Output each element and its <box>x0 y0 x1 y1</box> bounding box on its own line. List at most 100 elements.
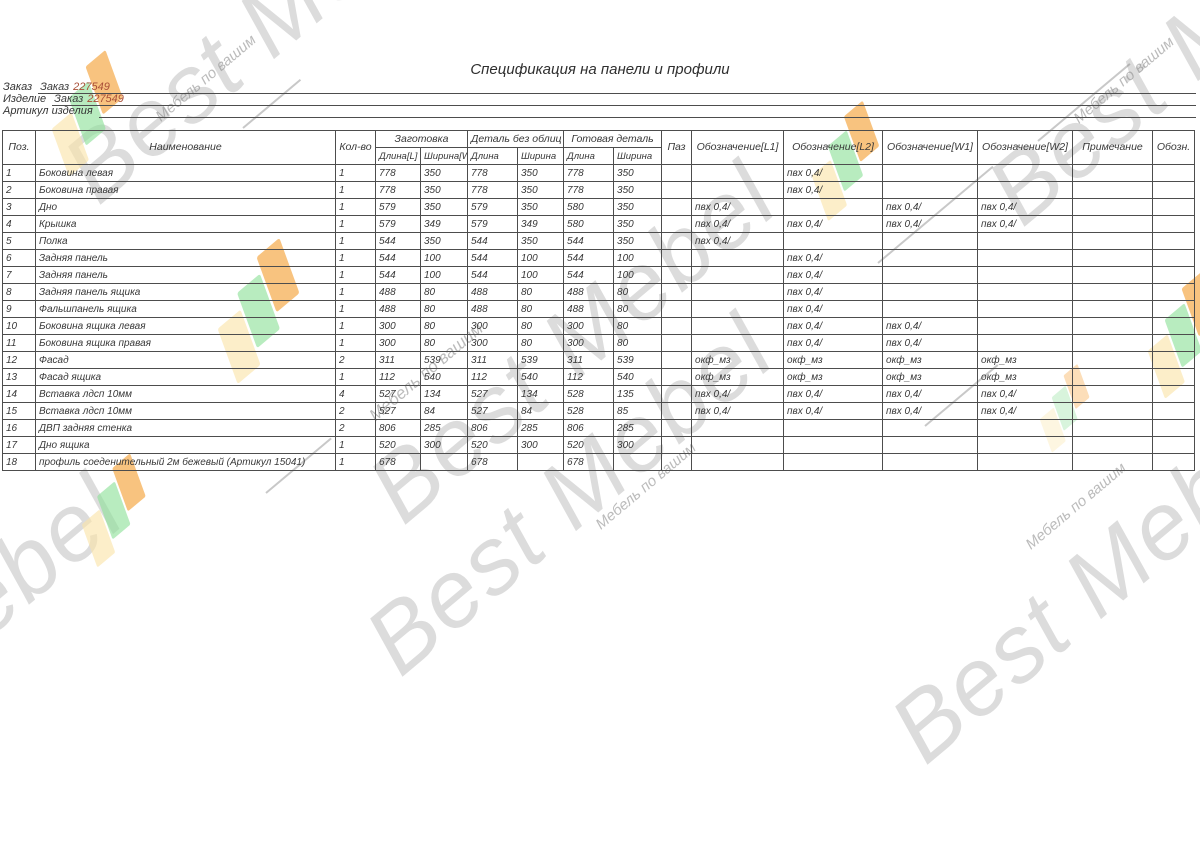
cell-l2 <box>783 436 884 454</box>
cell-paz <box>661 402 693 420</box>
header-detal: Деталь без облиц <box>466 130 565 148</box>
cell-l2: пвх 0,4/ <box>783 164 884 182</box>
header-dlina-l: Длина[L] <box>375 147 421 165</box>
cell-qty: 1 <box>335 249 376 267</box>
header-shirina: Ширина <box>516 147 565 165</box>
cell-w1: пвх 0,4/ <box>882 317 979 335</box>
cell-got-w <box>613 453 663 471</box>
cell-pos: 8 <box>2 283 36 301</box>
spec-table-body: 1 Боковина левая 1 778 350 778 350 778 350 пвх 0,… <box>2 164 1196 471</box>
table-row: 16 ДВП задняя стенка 2 806 285 806 285 806 285 <box>2 419 1196 437</box>
cell-name: Фасад ящика <box>35 368 336 386</box>
cell-l1: пвх 0,4/ <box>691 198 785 216</box>
cell-det-l: 806 <box>467 419 518 437</box>
cell-note <box>1072 334 1154 352</box>
cell-qty: 1 <box>335 368 376 386</box>
cell-det-w: 350 <box>516 164 565 182</box>
cell-w2: пвх 0,4/ <box>977 215 1074 233</box>
cell-zag-w: 80 <box>420 283 468 301</box>
cell-note <box>1072 164 1154 182</box>
cell-got-l: 311 <box>563 351 615 369</box>
cell-w2 <box>977 419 1074 437</box>
cell-obozn <box>1152 419 1196 437</box>
cell-zag-l: 112 <box>375 368 421 386</box>
table-row: 14 Вставка лдсп 10мм 4 527 134 527 134 528 135 пв… <box>2 385 1196 403</box>
cell-pos: 1 <box>2 164 36 182</box>
cell-got-l: 488 <box>563 300 615 318</box>
spec-table-header: Поз. Наименование Кол-во Заготовка Детал… <box>2 130 1196 165</box>
form-line-product: Изделие Заказ 227549 <box>3 93 1196 106</box>
cell-qty: 1 <box>335 283 376 301</box>
cell-l1 <box>691 283 785 301</box>
cell-det-l: 544 <box>467 232 518 250</box>
product-value-prefix: Заказ <box>54 93 84 105</box>
cell-l1 <box>691 164 785 182</box>
cell-det-l: 778 <box>467 164 518 182</box>
table-row: 15 Вставка лдсп 10мм 2 527 84 527 84 528 85 пвх 0… <box>2 402 1196 420</box>
cell-got-l: 300 <box>563 334 615 352</box>
cell-got-l: 528 <box>563 385 615 403</box>
table-row: 11 Боковина ящика правая 1 300 80 300 80 300 80 п… <box>2 334 1196 352</box>
cell-det-l: 579 <box>467 215 518 233</box>
cell-det-l: 488 <box>467 300 518 318</box>
cell-zag-w <box>420 453 468 471</box>
cell-got-w: 350 <box>613 232 663 250</box>
cell-w2: окф_мз <box>977 351 1074 369</box>
cell-det-w: 350 <box>516 232 565 250</box>
cell-l2 <box>783 419 884 437</box>
header-name: Наименование <box>35 130 336 165</box>
cell-note <box>1072 215 1154 233</box>
cell-w1 <box>882 283 979 301</box>
header-zagotovka: Заготовка <box>375 130 468 148</box>
cell-l1 <box>691 300 785 318</box>
cell-qty: 1 <box>335 215 376 233</box>
cell-name: Дно ящика <box>35 436 336 454</box>
cell-zag-w: 134 <box>420 385 468 403</box>
cell-l1: окф_мз <box>691 351 785 369</box>
cell-paz <box>661 453 693 471</box>
cell-det-l: 488 <box>467 283 518 301</box>
cell-name: Задняя панель <box>35 266 336 284</box>
cell-det-w: 350 <box>516 181 565 199</box>
table-row: 5 Полка 1 544 350 544 350 544 350 пвх 0,4/ <box>2 232 1196 250</box>
cell-pos: 18 <box>2 453 36 471</box>
header-dlina: Длина <box>563 147 615 165</box>
cell-l1: пвх 0,4/ <box>691 232 785 250</box>
cell-note <box>1072 249 1154 267</box>
cell-det-w <box>516 453 565 471</box>
cell-name: профиль соеденительный 2м бежевый (Артик… <box>35 453 336 471</box>
cell-note <box>1072 198 1154 216</box>
cell-w2 <box>977 164 1074 182</box>
cell-name: Задняя панель ящика <box>35 283 336 301</box>
cell-det-w: 84 <box>516 402 565 420</box>
cell-w2: окф_мз <box>977 368 1074 386</box>
cell-pos: 10 <box>2 317 36 335</box>
cell-obozn <box>1152 385 1196 403</box>
cell-pos: 15 <box>2 402 36 420</box>
cell-paz <box>661 300 693 318</box>
cell-obozn <box>1152 181 1196 199</box>
cell-note <box>1072 300 1154 318</box>
cell-zag-l: 544 <box>375 266 421 284</box>
table-row: 1 Боковина левая 1 778 350 778 350 778 350 пвх 0,… <box>2 164 1196 182</box>
cell-got-l: 520 <box>563 436 615 454</box>
cell-qty: 1 <box>335 164 376 182</box>
cell-w2 <box>977 283 1074 301</box>
cell-l2: пвх 0,4/ <box>783 334 884 352</box>
cell-pos: 14 <box>2 385 36 403</box>
table-row: 9 Фальшпанель ящика 1 488 80 488 80 488 80 пвх 0,… <box>2 300 1196 318</box>
article-value-prefix <box>101 105 105 117</box>
cell-obozn <box>1152 249 1196 267</box>
cell-got-l: 544 <box>563 266 615 284</box>
cell-qty: 1 <box>335 317 376 335</box>
cell-obozn <box>1152 232 1196 250</box>
header-oboznachenie-w2: Обозначение[W2] <box>977 130 1074 165</box>
cell-name: ДВП задняя стенка <box>35 419 336 437</box>
order-value-prefix: Заказ <box>40 81 70 93</box>
form-line-article: Артикул изделия <box>3 105 1196 118</box>
cell-zag-w: 350 <box>420 198 468 216</box>
cell-l2: пвх 0,4/ <box>783 300 884 318</box>
header-dlina: Длина <box>467 147 518 165</box>
cell-name: Крышка <box>35 215 336 233</box>
cell-l2: пвх 0,4/ <box>783 283 884 301</box>
